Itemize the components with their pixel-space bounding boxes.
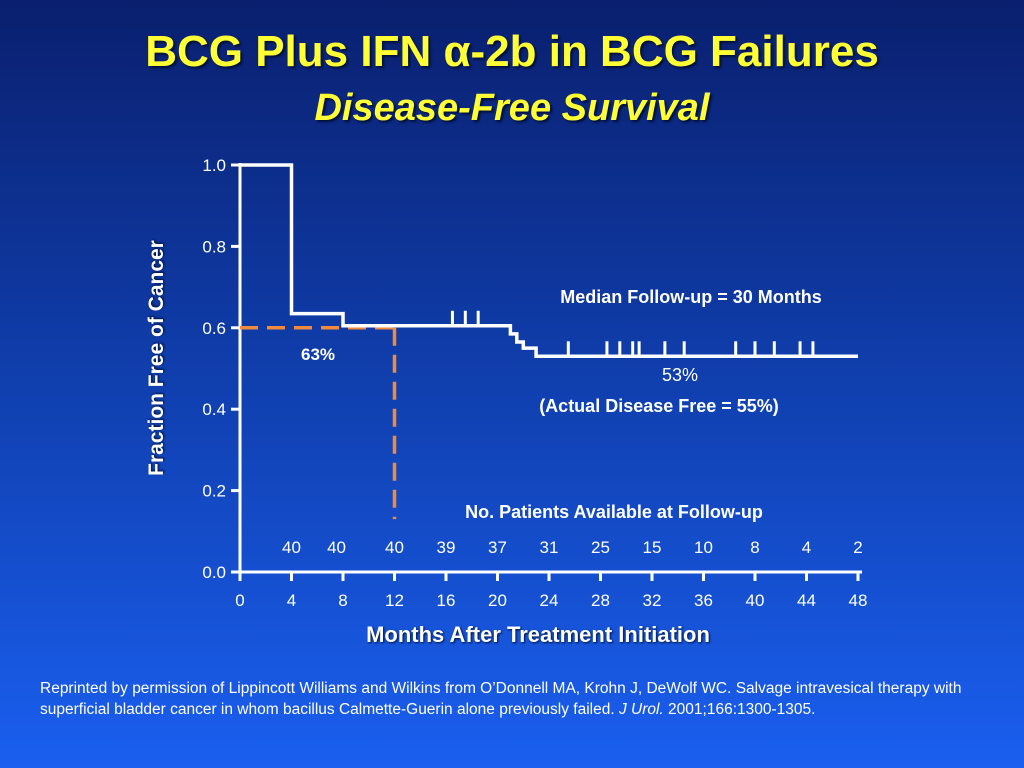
patients-at-risk-value: 31 [540,538,559,557]
citation-journal: J Urol. [618,701,664,718]
y-tick-label: 0.4 [202,400,226,419]
slide-title: BCG Plus IFN α-2b in BCG Failures [145,27,879,76]
x-tick-label: 8 [338,591,347,610]
actual-disease-free-label: (Actual Disease Free = 55%) [539,396,779,416]
x-tick-label: 48 [849,591,868,610]
median-followup-label: Median Follow-up = 30 Months [560,287,822,307]
patients-at-risk-value: 8 [750,538,759,557]
slide-subtitle: Disease-Free Survival [314,87,710,129]
patients-at-risk-value: 37 [488,538,507,557]
citation-text: Reprinted by permission of Lippincott Wi… [40,680,962,718]
y-tick-label: 0.2 [202,482,226,501]
y-tick-label: 1.0 [202,156,226,175]
x-tick-label: 28 [591,591,610,610]
x-tick-label: 12 [385,591,404,610]
x-tick-label: 24 [540,591,559,610]
x-tick-label: 20 [488,591,507,610]
survival-curve [240,163,858,359]
y-tick-label: 0.6 [202,319,226,338]
x-axis-label: Months After Treatment Initiation [366,622,710,647]
patients-at-risk-value: 40 [385,538,404,557]
y-tick-label: 0.0 [202,563,226,582]
citation-footnote: Reprinted by permission of Lippincott Wi… [40,678,980,720]
citation-details: 2001;166:1300-1305. [663,701,816,718]
x-tick-label: 40 [746,591,765,610]
patients-at-risk-value: 40 [327,538,346,557]
x-tick-label: 36 [694,591,713,610]
patients-at-risk-value: 39 [437,538,456,557]
x-tick-label: 16 [437,591,456,610]
x-tick-label: 32 [643,591,662,610]
patients-at-risk-value: 25 [591,538,610,557]
x-tick-label: 0 [235,591,244,610]
patients-at-risk-value: 2 [853,538,862,557]
patients-at-risk-value: 15 [643,538,662,557]
end-value-label: 53% [662,365,698,385]
patients-at-risk-value: 4 [802,538,811,557]
reference-value-label: 63% [301,345,335,364]
patients-at-risk-value: 40 [282,538,301,557]
patients-title-label: No. Patients Available at Follow-up [465,502,763,522]
x-tick-label: 44 [797,591,816,610]
patients-at-risk-value: 10 [694,538,713,557]
y-tick-label: 0.8 [202,237,226,256]
x-tick-label: 4 [287,591,296,610]
y-axis-label: Fraction Free of Cancer [145,240,168,476]
